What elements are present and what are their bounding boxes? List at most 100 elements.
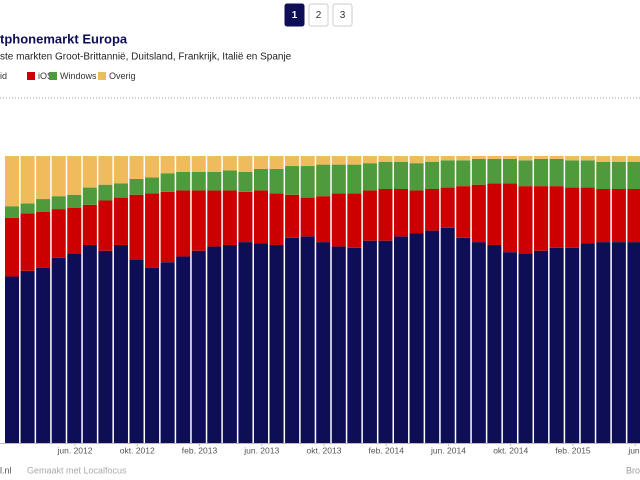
page-button[interactable]: 2 — [308, 3, 329, 27]
bar-segment — [129, 194, 144, 260]
bar-segment — [440, 227, 455, 443]
bar-segment — [394, 161, 409, 190]
bar-segment — [378, 189, 393, 241]
bar-segment — [627, 156, 640, 162]
bar-segment — [518, 160, 533, 187]
bar-segment — [378, 240, 393, 443]
legend-label: id — [0, 71, 7, 81]
bar-segment — [347, 193, 362, 248]
bar-segment — [611, 189, 626, 243]
bar-segment — [627, 242, 640, 443]
bar-segment — [409, 156, 424, 164]
page-button[interactable]: 3 — [332, 3, 353, 27]
legend-swatch — [49, 72, 57, 80]
bar-segment — [611, 156, 626, 162]
bar-segment — [98, 156, 113, 185]
bar-segment — [285, 194, 300, 238]
x-tick-label: jun. 2012 — [57, 445, 93, 455]
bar-segment — [596, 242, 611, 443]
bar-segment — [596, 189, 611, 243]
bar-segment — [145, 267, 160, 443]
bar-segment — [565, 187, 580, 248]
bar-segment — [98, 200, 113, 251]
page-button-label[interactable]: 2 — [316, 10, 322, 21]
bar-segment — [487, 244, 502, 443]
bar-segment — [191, 250, 206, 443]
legend-label: iOS — [38, 71, 53, 81]
bar-segment — [549, 186, 564, 248]
bar-segment — [362, 156, 377, 164]
bar-segment — [316, 242, 331, 443]
bar-segment — [129, 178, 144, 195]
bar-segment — [425, 230, 440, 443]
page-button-box[interactable] — [332, 3, 353, 27]
bar-segment — [253, 190, 269, 244]
bar-segment — [269, 168, 284, 194]
bar-segment — [113, 183, 128, 198]
bar-segment — [580, 187, 595, 244]
bar-segment — [269, 244, 284, 443]
bar-segment — [425, 161, 440, 190]
bar-segment — [222, 156, 237, 171]
bar-segment — [238, 242, 253, 443]
bar-segment — [207, 156, 222, 172]
bar-segment — [456, 237, 471, 443]
bar-segment — [253, 243, 269, 443]
bar-segment — [253, 168, 269, 191]
x-tick-label: feb. 2014 — [368, 445, 404, 455]
bar-segment — [534, 156, 549, 159]
bar-segment — [300, 236, 315, 443]
bar-segment — [222, 190, 237, 245]
bar-segment — [113, 244, 128, 443]
bar-segment — [67, 253, 82, 443]
bar-segment — [502, 158, 517, 184]
bar-segment — [82, 204, 97, 245]
page-button-box[interactable] — [284, 3, 305, 27]
bar-segment — [36, 211, 51, 268]
bar-segment — [611, 161, 626, 190]
bar-segment — [580, 156, 595, 161]
bar-segment — [378, 161, 393, 190]
bar-segment — [253, 156, 269, 169]
bar-segment — [113, 197, 128, 245]
bar-segment — [191, 171, 206, 191]
bar-segment — [347, 164, 362, 194]
page-button-box[interactable] — [308, 3, 329, 27]
bar-segment — [191, 156, 206, 172]
bar-segment — [82, 156, 97, 188]
bar-segment — [316, 156, 331, 165]
footer-right: Bro — [626, 465, 640, 475]
bar-segment — [409, 233, 424, 443]
bar-segment — [580, 160, 595, 188]
bar-segment — [176, 190, 191, 257]
bar-segment — [238, 191, 253, 243]
page-button-label[interactable]: 3 — [340, 10, 346, 21]
bar-segment — [518, 253, 533, 443]
bar-segment — [518, 156, 533, 161]
bar-segment — [565, 156, 580, 161]
bar-segment — [549, 158, 564, 187]
x-tick-label: okt. 2012 — [120, 445, 155, 455]
bar-segment — [471, 158, 486, 185]
plot-area: jun. 2012 okt. 2012 feb. 2013 jun. 2013 okt.… — [5, 156, 640, 455]
bar-segment — [534, 186, 549, 251]
bar-segment — [440, 187, 455, 228]
bar-segment — [238, 171, 253, 192]
bar-segment — [362, 190, 377, 241]
bar-segment — [145, 193, 160, 268]
bar-segment — [222, 170, 237, 191]
bar-segment — [285, 156, 300, 167]
page-button-label[interactable]: 1 — [292, 10, 298, 21]
footer-made-with: Gemaakt met Localfocus — [27, 465, 127, 475]
bar-segment — [207, 171, 222, 191]
bar-segment — [269, 156, 284, 169]
page-button[interactable]: 1 — [284, 3, 305, 27]
bar-segment — [145, 177, 160, 194]
bar-segment — [440, 156, 455, 161]
bar-segment — [378, 156, 393, 162]
bar-segment — [51, 257, 66, 443]
bar-segment — [20, 156, 35, 204]
bar-segment — [394, 189, 409, 237]
